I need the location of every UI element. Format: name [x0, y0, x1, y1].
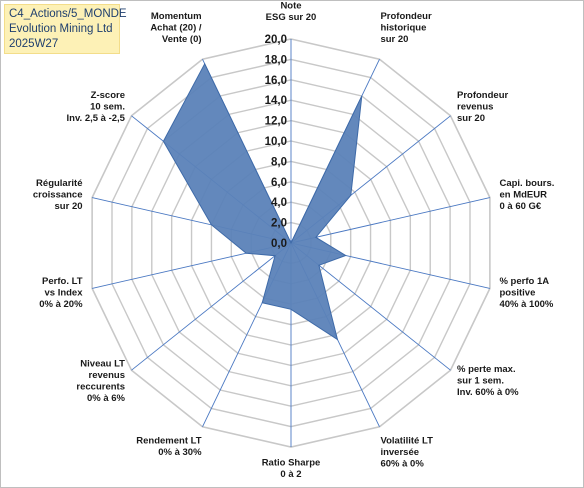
- axis-label-line: croissance: [33, 189, 83, 200]
- title-line-category: C4_Actions/5_MONDE: [9, 8, 127, 20]
- axis-label-line: revenus: [89, 370, 125, 381]
- axis-label-line: 40% à 100%: [499, 299, 553, 310]
- tick-label-5: 10,0: [265, 136, 287, 148]
- axis-label-line: Profondeur: [457, 90, 508, 101]
- axis-label-line: positive: [499, 287, 535, 298]
- axis-label-line: Ratio Sharpe: [262, 457, 321, 468]
- axis-label-line: revenus: [457, 101, 493, 112]
- radar-axis-labels: Note ESG sur 20 Profondeur historique sur 20…: [33, 1, 555, 480]
- tick-label-2: 4,0: [271, 197, 287, 209]
- radar-series-area: [162, 62, 363, 341]
- axis-label-line: sur 1 sem.: [457, 376, 504, 387]
- axis-label-4: % perfo 1A positive 40% à 100%: [499, 276, 553, 310]
- axis-label-line: Momentum: [151, 11, 202, 22]
- tick-label-4: 8,0: [271, 156, 287, 168]
- tick-label-7: 14,0: [265, 95, 287, 107]
- tick-label-6: 12,0: [265, 116, 287, 128]
- tick-label-10: 20,0: [265, 34, 287, 46]
- tick-label-8: 16,0: [265, 75, 287, 87]
- radar-tick-labels: 0,0 2,0 4,0 6,0 8,0 10,0 12,0 14,0 16,0 18,0 20,0: [265, 34, 287, 250]
- axis-label-11: Régularité croissance sur 20: [33, 178, 83, 212]
- axis-label-line: en MdEUR: [499, 189, 547, 200]
- axis-label-line: Niveau LT: [80, 358, 125, 369]
- axis-label-8: Rendement LT 0% à 30%: [136, 436, 202, 459]
- axis-label-line: % perte max.: [457, 364, 516, 375]
- axis-label-2: Profondeur revenus sur 20: [457, 90, 508, 124]
- axis-label-line: sur 20: [457, 113, 485, 124]
- axis-label-line: vs Index: [44, 287, 83, 298]
- axis-label-13: Momentum Achat (20) / Vente (0): [150, 11, 202, 45]
- axis-label-0: Note ESG sur 20: [266, 1, 317, 24]
- axis-label-7: Ratio Sharpe 0 à 2: [262, 457, 321, 480]
- axis-label-line: % perfo 1A: [499, 276, 549, 287]
- radar-spoke-9: [131, 242, 292, 371]
- axis-label-line: Z-score: [91, 90, 125, 101]
- axis-label-line: ESG sur 20: [266, 12, 317, 23]
- axis-label-line: sur 20: [380, 34, 408, 45]
- axis-label-line: 0 à 60 G€: [499, 201, 541, 212]
- axis-label-9: Niveau LT revenus reccurents 0% à 6%: [76, 358, 125, 404]
- axis-label-line: Inv. 2,5 à -2,5: [67, 113, 126, 124]
- axis-label-line: 0 à 2: [280, 469, 301, 480]
- tick-label-1: 2,0: [271, 218, 287, 230]
- axis-label-line: Volatilité LT: [380, 436, 433, 447]
- title-line-company: Evolution Mining Ltd: [9, 23, 113, 35]
- tick-label-9: 18,0: [265, 54, 287, 66]
- axis-label-line: Achat (20) /: [150, 22, 202, 33]
- axis-label-line: Note: [280, 1, 301, 12]
- radar-spoke-3: [290, 197, 490, 244]
- title-line-week: 2025W27: [9, 38, 59, 50]
- axis-label-line: sur 20: [55, 201, 83, 212]
- radar-series: [162, 62, 363, 341]
- axis-label-line: Régularité: [36, 178, 82, 189]
- axis-label-line: Rendement LT: [136, 436, 201, 447]
- axis-label-1: Profondeur historique sur 20: [380, 11, 431, 45]
- axis-label-line: 0% à 30%: [158, 447, 202, 458]
- axis-label-line: Inv. 60% à 0%: [457, 387, 519, 398]
- tick-label-3: 6,0: [271, 177, 287, 189]
- axis-label-line: 10 sem.: [90, 101, 125, 112]
- axis-label-line: historique: [380, 22, 426, 33]
- axis-label-line: Capi. bours.: [499, 178, 554, 189]
- axis-label-line: inversée: [380, 447, 419, 458]
- tick-label-0: 0,0: [271, 238, 287, 250]
- axis-label-line: Vente (0): [162, 34, 202, 45]
- axis-label-line: 60% à 0%: [380, 459, 424, 470]
- axis-label-6: Volatilité LT inversée 60% à 0%: [380, 436, 433, 470]
- axis-label-line: Perfo. LT: [42, 276, 83, 287]
- chart-title-box: C4_Actions/5_MONDE Evolution Mining Ltd …: [4, 4, 127, 54]
- axis-label-line: 0% à 6%: [87, 393, 126, 404]
- axis-label-line: 0% à 20%: [39, 299, 83, 310]
- axis-label-line: reccurents: [76, 381, 125, 392]
- axis-label-12: Z-score 10 sem. Inv. 2,5 à -2,5: [67, 90, 126, 124]
- axis-label-5: % perte max. sur 1 sem. Inv. 60% à 0%: [457, 364, 519, 398]
- axis-label-line: Profondeur: [380, 11, 431, 22]
- axis-label-10: Perfo. LT vs Index 0% à 20%: [39, 276, 83, 310]
- axis-label-3: Capi. bours. en MdEUR 0 à 60 G€: [499, 178, 554, 212]
